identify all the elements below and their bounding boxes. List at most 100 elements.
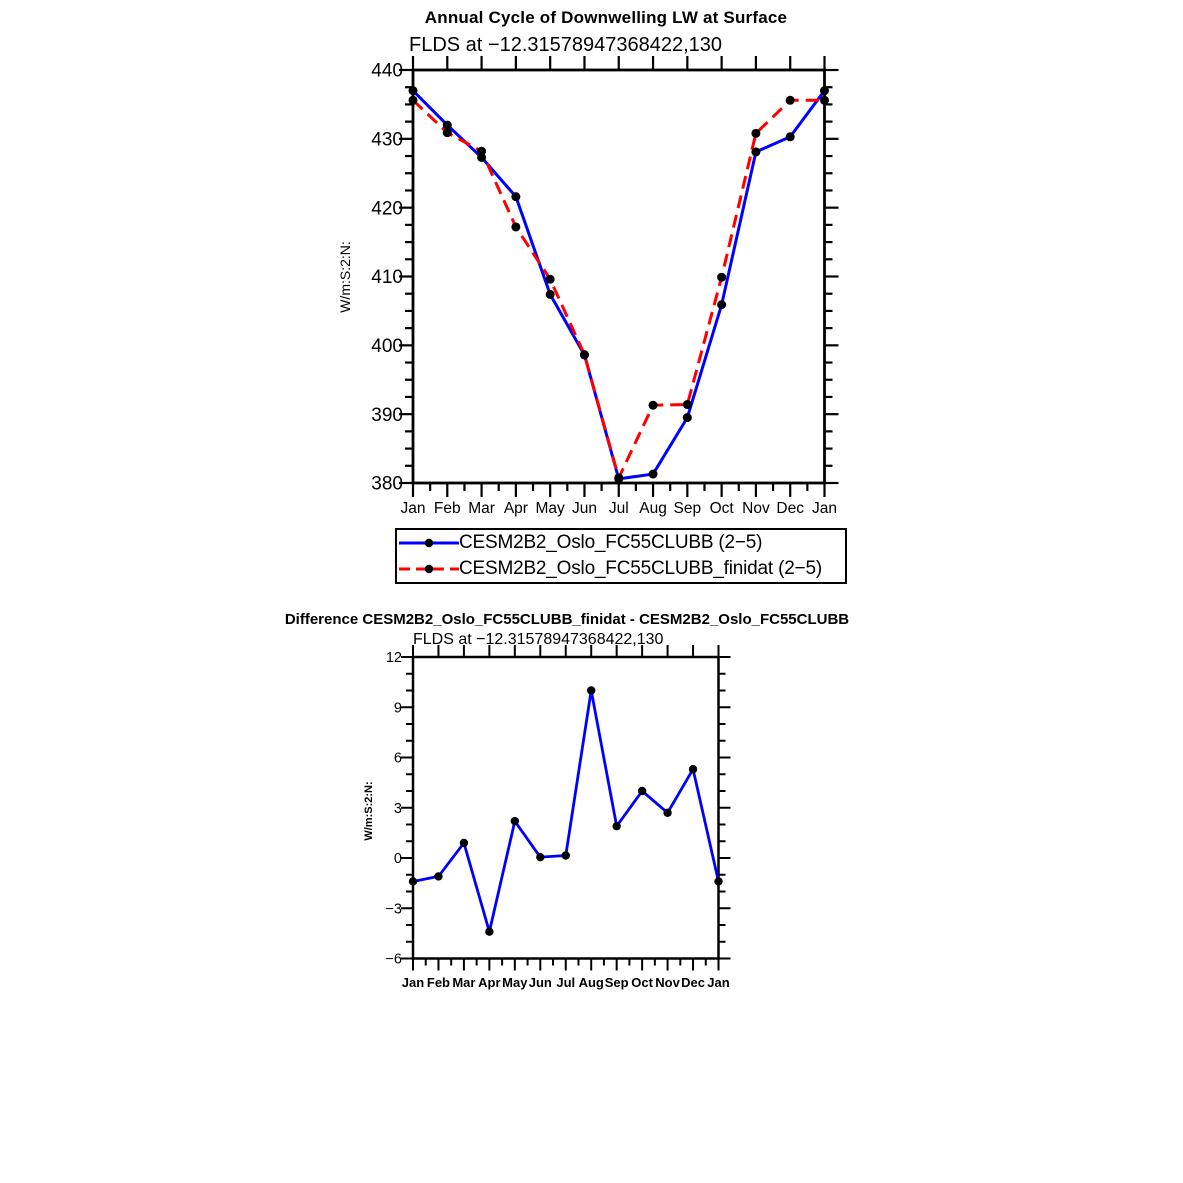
data-point-marker xyxy=(714,877,723,886)
x-tick-label: Jan xyxy=(812,500,837,517)
plot-frame xyxy=(411,655,720,960)
y-tick-label: −6 xyxy=(385,952,402,968)
x-tick-label: Jul xyxy=(609,500,629,517)
data-point-marker xyxy=(510,816,520,826)
data-point-marker xyxy=(442,120,452,130)
y-tick-label: 440 xyxy=(371,61,403,82)
data-point-marker xyxy=(637,786,647,796)
y-tick-label: 390 xyxy=(371,405,403,426)
x-tick-label: Jan xyxy=(707,975,729,990)
x-tick-label: Mar xyxy=(468,500,495,517)
data-point-marker xyxy=(717,300,727,310)
data-point-marker xyxy=(408,86,418,96)
x-tick-label: Nov xyxy=(742,500,770,517)
data-point-marker xyxy=(485,927,494,936)
x-tick-label: Apr xyxy=(478,975,500,990)
series-markers-0 xyxy=(408,686,723,936)
data-point-marker xyxy=(614,473,624,483)
x-tick-label: Jan xyxy=(401,500,426,517)
axis-ticks xyxy=(399,56,839,497)
x-tick-label: Aug xyxy=(639,500,667,517)
difference-chart-subtitle: FLDS at −12.31578947368422,130 xyxy=(413,631,664,648)
y-tick-label: 400 xyxy=(371,336,403,357)
y-axis-tick-labels: 380 390 400 410 420 430 440 xyxy=(371,61,403,495)
x-tick-label: Aug xyxy=(579,975,604,990)
difference-chart-y-axis-label: W/m:S:2:N: xyxy=(363,781,375,841)
x-tick-label: Feb xyxy=(434,500,461,517)
data-point-marker xyxy=(663,808,672,817)
x-tick-label: Sep xyxy=(605,975,629,990)
legend-marker-dot-icon xyxy=(424,564,434,574)
data-point-marker xyxy=(785,95,795,105)
data-point-marker xyxy=(688,765,698,774)
top-chart-subtitle: FLDS at −12.31578947368422,130 xyxy=(409,34,723,56)
data-point-marker xyxy=(511,192,521,202)
data-point-marker xyxy=(587,686,596,695)
x-tick-label: Dec xyxy=(681,975,705,990)
x-tick-label: Sep xyxy=(674,500,702,517)
series-line-0 xyxy=(411,89,826,481)
annual-cycle-line-chart: 380 390 400 410 420 430 440 Jan Feb Mar Apr May Jun J… xyxy=(371,56,839,517)
data-point-marker xyxy=(408,877,418,886)
y-tick-label: 410 xyxy=(371,267,403,288)
data-point-marker xyxy=(785,132,795,142)
data-point-marker xyxy=(408,95,418,105)
legend-label: CESM2B2_Oslo_FC55CLUBB_finidat (2−5) xyxy=(459,558,822,579)
x-tick-label: May xyxy=(536,500,566,517)
x-tick-label: Apr xyxy=(504,500,528,517)
x-tick-label: Jan xyxy=(402,975,424,990)
data-point-marker xyxy=(545,289,555,299)
series-line-0 xyxy=(412,689,720,934)
x-tick-label: May xyxy=(502,975,528,990)
data-point-marker xyxy=(477,152,487,162)
legend-solid-line-icon xyxy=(399,538,459,548)
x-tick-label: Oct xyxy=(710,500,735,517)
x-tick-label: Nov xyxy=(655,975,680,990)
legend-entry: CESM2B2_Oslo_FC55CLUBB (2−5) xyxy=(399,531,845,556)
data-point-marker xyxy=(648,400,658,410)
data-point-marker xyxy=(442,128,452,138)
legend-label: CESM2B2_Oslo_FC55CLUBB (2−5) xyxy=(459,532,763,553)
data-point-marker xyxy=(459,838,469,848)
y-tick-label: 9 xyxy=(394,700,402,716)
y-tick-label: 0 xyxy=(394,851,402,867)
series-line-1 xyxy=(411,98,825,480)
top-chart-title: Annual Cycle of Downwelling LW at Surfac… xyxy=(424,8,788,27)
y-tick-label: 430 xyxy=(371,129,403,150)
axis-ticks xyxy=(401,645,731,971)
data-point-marker xyxy=(434,872,443,881)
data-point-marker xyxy=(536,852,545,862)
x-tick-label: Jun xyxy=(572,500,597,517)
legend-marker-dot-icon xyxy=(424,538,434,548)
x-tick-label: Jul xyxy=(556,975,575,990)
data-point-marker xyxy=(612,821,621,831)
legend-entry: CESM2B2_Oslo_FC55CLUBB_finidat (2−5) xyxy=(399,557,845,582)
data-point-marker xyxy=(751,147,761,157)
y-tick-label: 3 xyxy=(394,801,402,817)
difference-chart-title: Difference CESM2B2_Oslo_FC55CLUBB_finida… xyxy=(284,611,850,628)
y-tick-label: −3 xyxy=(385,901,402,917)
y-axis-tick-labels: −6 −3 0 3 6 9 12 xyxy=(385,650,402,968)
x-tick-label: Jun xyxy=(529,975,552,990)
data-point-marker xyxy=(648,469,658,479)
x-tick-label: Dec xyxy=(776,500,804,517)
data-point-marker xyxy=(682,400,692,410)
x-tick-label: Oct xyxy=(631,975,653,990)
data-point-marker xyxy=(477,146,487,156)
data-point-marker xyxy=(579,350,589,360)
plot-frame xyxy=(411,68,826,485)
data-point-marker xyxy=(511,222,521,232)
series-markers-0 xyxy=(408,86,829,484)
top-chart-y-axis-label: W/m:S:2:N: xyxy=(337,241,353,313)
data-point-marker xyxy=(820,95,829,105)
y-tick-label: 380 xyxy=(371,474,403,495)
y-tick-label: 420 xyxy=(371,198,403,219)
y-tick-label: 6 xyxy=(394,751,402,767)
data-point-marker xyxy=(682,413,692,423)
data-point-marker xyxy=(545,274,555,284)
x-tick-label: Mar xyxy=(452,975,475,990)
data-point-marker xyxy=(717,272,727,282)
